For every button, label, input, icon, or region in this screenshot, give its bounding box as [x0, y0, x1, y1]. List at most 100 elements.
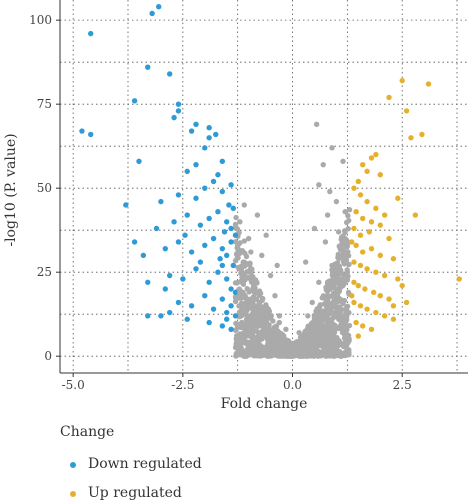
point-not-significant — [274, 329, 280, 335]
point-not-significant — [313, 323, 320, 329]
point-not-significant — [264, 314, 271, 321]
axes: -5.0 -2.5 0.0 2.5 0 25 50 75 100 — [29, 0, 468, 392]
point-down-regulated — [188, 303, 195, 309]
point-not-significant — [307, 333, 313, 339]
point-up-regulated — [425, 81, 432, 87]
point-down-regulated — [206, 124, 212, 131]
point-up-regulated — [351, 225, 357, 232]
point-not-significant — [335, 251, 341, 258]
point-not-significant — [285, 343, 291, 349]
point-not-significant — [238, 345, 244, 351]
point-not-significant — [327, 350, 333, 356]
point-not-significant — [273, 324, 279, 331]
point-up-regulated — [360, 215, 366, 222]
point-not-significant — [313, 121, 320, 128]
point-down-regulated — [224, 219, 230, 225]
point-not-significant — [321, 345, 327, 351]
point-not-significant — [279, 351, 286, 357]
point-up-regulated — [399, 282, 405, 289]
point-not-significant — [336, 243, 343, 249]
point-down-regulated — [221, 229, 228, 235]
volcano-plot: -5.0 -2.5 0.0 2.5 0 25 50 75 100 Fold change -lo… — [3, 0, 468, 412]
point-not-significant — [233, 327, 239, 333]
point-not-significant — [267, 272, 274, 279]
point-not-significant — [278, 337, 284, 343]
point-down-regulated — [145, 279, 151, 285]
point-not-significant — [264, 331, 271, 338]
point-not-significant — [342, 235, 348, 242]
point-not-significant — [303, 353, 309, 359]
point-not-significant — [329, 145, 335, 151]
point-not-significant — [272, 293, 278, 299]
point-not-significant — [326, 280, 333, 287]
point-not-significant — [274, 262, 280, 269]
point-up-regulated — [381, 313, 388, 319]
point-down-regulated — [166, 272, 173, 279]
point-not-significant — [316, 182, 322, 188]
point-not-significant — [258, 319, 265, 326]
point-not-significant — [305, 313, 311, 319]
legend-title: Change — [60, 424, 115, 440]
point-not-significant — [254, 212, 261, 218]
point-up-regulated — [419, 131, 425, 138]
point-not-significant — [259, 252, 265, 259]
point-down-regulated — [228, 326, 234, 333]
point-not-significant — [342, 252, 348, 259]
point-down-regulated — [188, 249, 195, 255]
point-up-regulated — [364, 266, 370, 272]
point-not-significant — [338, 316, 344, 322]
point-not-significant — [264, 336, 271, 343]
point-down-regulated — [202, 293, 208, 299]
point-down-regulated — [232, 313, 239, 319]
point-up-regulated — [368, 155, 375, 161]
point-not-significant — [335, 348, 342, 355]
point-not-significant — [325, 318, 331, 325]
point-not-significant — [332, 278, 338, 285]
y-tick-label: 25 — [37, 265, 52, 279]
point-not-significant — [234, 242, 241, 249]
point-up-regulated — [399, 77, 405, 84]
point-up-regulated — [368, 245, 375, 252]
point-up-regulated — [360, 161, 366, 168]
point-not-significant — [302, 345, 308, 352]
point-up-regulated — [381, 272, 388, 279]
point-down-regulated — [175, 192, 182, 198]
point-down-regulated — [206, 215, 212, 222]
point-not-significant — [320, 350, 326, 356]
point-up-regulated — [386, 235, 392, 242]
point-not-significant — [243, 306, 250, 312]
point-down-regulated — [197, 259, 204, 265]
point-not-significant — [309, 349, 316, 355]
point-not-significant — [237, 331, 243, 337]
point-up-regulated — [390, 303, 397, 309]
point-not-significant — [327, 339, 333, 346]
point-not-significant — [322, 327, 328, 333]
point-down-regulated — [193, 195, 199, 201]
point-not-significant — [345, 273, 351, 279]
point-up-regulated — [377, 222, 383, 228]
point-not-significant — [294, 346, 300, 353]
point-up-regulated — [351, 185, 357, 191]
point-not-significant — [283, 326, 289, 333]
point-down-regulated — [162, 245, 168, 252]
point-down-regulated — [230, 262, 236, 269]
point-up-regulated — [353, 209, 359, 215]
y-tick-label: 75 — [37, 97, 52, 111]
point-not-significant — [343, 219, 350, 226]
point-up-regulated — [377, 293, 383, 299]
point-down-regulated — [175, 299, 182, 306]
point-down-regulated — [219, 296, 226, 302]
point-not-significant — [238, 266, 244, 273]
point-not-significant — [285, 353, 291, 359]
point-up-regulated — [351, 299, 357, 306]
point-up-regulated — [362, 286, 368, 292]
point-not-significant — [302, 328, 308, 335]
point-not-significant — [241, 202, 247, 208]
point-up-regulated — [351, 259, 357, 265]
point-down-regulated — [202, 242, 208, 249]
point-up-regulated — [353, 242, 359, 249]
point-up-regulated — [390, 316, 397, 322]
point-not-significant — [333, 297, 340, 304]
point-not-significant — [246, 289, 252, 295]
point-not-significant — [345, 212, 351, 219]
